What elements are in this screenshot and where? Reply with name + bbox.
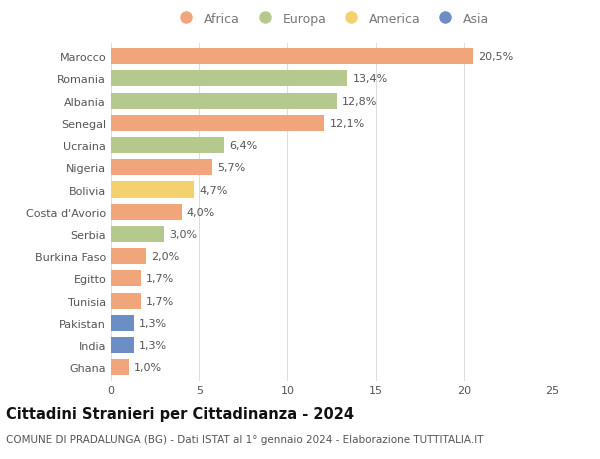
Bar [111, 49, 473, 65]
Bar [111, 138, 224, 154]
Text: 2,0%: 2,0% [152, 252, 180, 262]
Text: 13,4%: 13,4% [353, 74, 388, 84]
Bar [111, 71, 347, 87]
Text: 6,4%: 6,4% [229, 141, 257, 151]
Bar [111, 315, 134, 331]
Bar [111, 160, 212, 176]
Bar [111, 293, 141, 309]
Text: 1,7%: 1,7% [146, 296, 175, 306]
Bar [111, 116, 325, 131]
Bar [111, 360, 128, 375]
Legend: Africa, Europa, America, Asia: Africa, Europa, America, Asia [169, 8, 494, 31]
Text: 4,0%: 4,0% [187, 207, 215, 217]
Text: 12,8%: 12,8% [342, 96, 377, 106]
Text: COMUNE DI PRADALUNGA (BG) - Dati ISTAT al 1° gennaio 2024 - Elaborazione TUTTITA: COMUNE DI PRADALUNGA (BG) - Dati ISTAT a… [6, 434, 484, 444]
Text: 4,7%: 4,7% [199, 185, 227, 195]
Text: 1,7%: 1,7% [146, 274, 175, 284]
Bar [111, 204, 182, 220]
Text: Cittadini Stranieri per Cittadinanza - 2024: Cittadini Stranieri per Cittadinanza - 2… [6, 406, 354, 421]
Bar [111, 249, 146, 265]
Bar [111, 271, 141, 287]
Text: 1,3%: 1,3% [139, 318, 167, 328]
Text: 20,5%: 20,5% [478, 52, 513, 62]
Bar [111, 226, 164, 242]
Text: 1,3%: 1,3% [139, 341, 167, 351]
Text: 1,0%: 1,0% [134, 363, 162, 373]
Text: 3,0%: 3,0% [169, 230, 197, 240]
Bar [111, 93, 337, 109]
Bar [111, 337, 134, 353]
Text: 12,1%: 12,1% [330, 118, 365, 129]
Text: 5,7%: 5,7% [217, 163, 245, 173]
Bar [111, 182, 194, 198]
